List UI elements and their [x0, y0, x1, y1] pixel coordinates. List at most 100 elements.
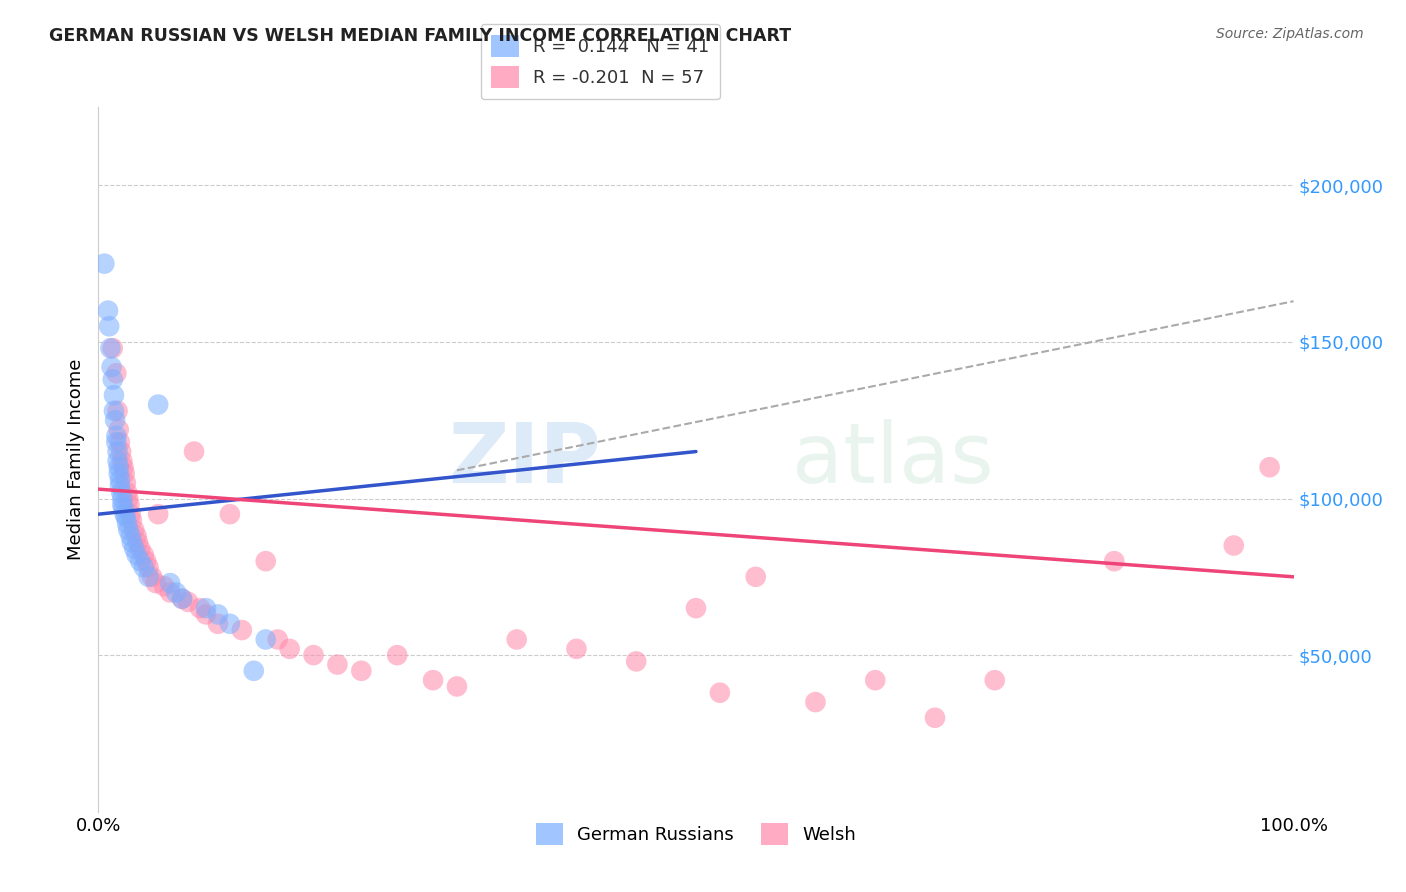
Point — [100, 359, 122, 374]
Point — [626, 654, 648, 668]
Point — [104, 413, 127, 427]
Text: atlas: atlas — [792, 419, 993, 500]
Point — [120, 507, 142, 521]
Point — [129, 554, 152, 568]
Point — [302, 648, 325, 662]
Point — [110, 485, 132, 500]
Point — [107, 444, 129, 458]
Point — [924, 711, 946, 725]
Point — [219, 616, 242, 631]
Point — [685, 601, 707, 615]
Legend: German Russians, Welsh: German Russians, Welsh — [529, 815, 863, 852]
Point — [446, 680, 468, 694]
Point — [138, 560, 160, 574]
Point — [219, 507, 242, 521]
Point — [101, 341, 124, 355]
Point — [125, 548, 148, 562]
Point — [115, 510, 138, 524]
Point — [118, 498, 141, 512]
Point — [107, 460, 129, 475]
Y-axis label: Median Family Income: Median Family Income — [66, 359, 84, 560]
Point — [984, 673, 1007, 688]
Point — [107, 467, 129, 481]
Point — [93, 257, 115, 271]
Point — [117, 491, 139, 506]
Point — [105, 366, 128, 380]
Point — [121, 513, 143, 527]
Point — [172, 591, 194, 606]
Point — [1258, 460, 1281, 475]
Point — [506, 632, 529, 647]
Point — [422, 673, 444, 688]
Point — [103, 404, 125, 418]
Point — [105, 429, 128, 443]
Point — [141, 570, 163, 584]
Point — [108, 479, 131, 493]
Point — [243, 664, 266, 678]
Point — [108, 473, 131, 487]
Point — [267, 632, 290, 647]
Point — [188, 601, 211, 615]
Point — [98, 319, 121, 334]
Point — [103, 388, 125, 402]
Point — [326, 657, 349, 672]
Point — [159, 576, 181, 591]
Point — [117, 523, 139, 537]
Point — [165, 585, 187, 599]
Point — [114, 467, 136, 481]
Point — [115, 516, 138, 531]
Point — [101, 372, 124, 386]
Point — [148, 507, 170, 521]
Point — [177, 595, 200, 609]
Text: ZIP: ZIP — [449, 419, 600, 500]
Point — [124, 523, 146, 537]
Point — [565, 641, 588, 656]
Point — [108, 435, 131, 450]
Point — [865, 673, 887, 688]
Point — [111, 454, 134, 468]
Point — [132, 548, 155, 562]
Point — [709, 686, 731, 700]
Point — [804, 695, 827, 709]
Point — [132, 560, 155, 574]
Point — [385, 648, 409, 662]
Point — [111, 498, 134, 512]
Point — [159, 585, 181, 599]
Point — [145, 576, 167, 591]
Point — [207, 616, 229, 631]
Point — [127, 535, 149, 549]
Point — [107, 454, 129, 468]
Point — [745, 570, 768, 584]
Point — [107, 423, 129, 437]
Point — [112, 500, 135, 515]
Point — [105, 435, 128, 450]
Point — [153, 579, 176, 593]
Point — [148, 398, 170, 412]
Point — [350, 664, 373, 678]
Point — [97, 303, 120, 318]
Point — [124, 541, 146, 556]
Point — [195, 607, 218, 622]
Point — [107, 404, 129, 418]
Point — [254, 554, 277, 568]
Point — [138, 570, 160, 584]
Point — [110, 444, 132, 458]
Point — [1223, 539, 1246, 553]
Point — [254, 632, 277, 647]
Text: GERMAN RUSSIAN VS WELSH MEDIAN FAMILY INCOME CORRELATION CHART: GERMAN RUSSIAN VS WELSH MEDIAN FAMILY IN… — [49, 27, 792, 45]
Point — [195, 601, 218, 615]
Text: Source: ZipAtlas.com: Source: ZipAtlas.com — [1216, 27, 1364, 41]
Point — [1104, 554, 1126, 568]
Point — [120, 529, 142, 543]
Point — [114, 507, 136, 521]
Point — [98, 341, 122, 355]
Point — [278, 641, 301, 656]
Point — [231, 623, 253, 637]
Point — [115, 475, 138, 490]
Point — [112, 460, 135, 475]
Point — [183, 444, 205, 458]
Point — [172, 591, 194, 606]
Point — [207, 607, 229, 622]
Point — [135, 554, 157, 568]
Point — [111, 491, 134, 506]
